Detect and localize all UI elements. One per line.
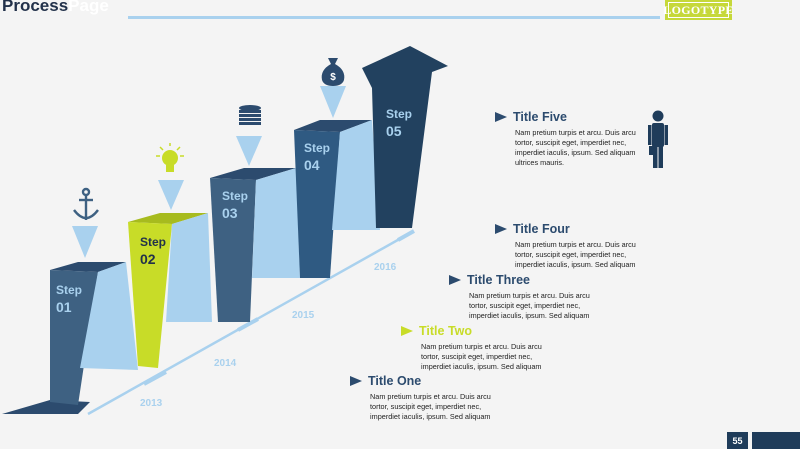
arrow-bullet-icon: [449, 275, 461, 285]
step-3-riser: [252, 168, 300, 278]
down-arrow-3: [236, 136, 262, 166]
logo: LOGOTYPE: [663, 0, 733, 20]
down-arrow-2: [158, 180, 184, 210]
item-description: Nam pretium turpis et arcu. Duis arcu to…: [515, 240, 636, 269]
coins-icon: [239, 105, 261, 125]
arrow-bullet-icon: [495, 112, 507, 122]
lightbulb-icon: [156, 143, 184, 172]
step-1-block: [50, 270, 98, 405]
step-4-riser: [332, 120, 380, 230]
item-title: Title Two: [419, 324, 473, 338]
step-4-block: [294, 130, 340, 278]
item-description: Nam pretium turpis et arcu. Duis arcu to…: [515, 128, 636, 167]
item-description: Nam pretium turpis et arcu. Duis arcu to…: [469, 291, 590, 320]
businessman-icon: [648, 110, 668, 168]
arrow-bullet-icon: [350, 376, 362, 386]
step-1-number: 01: [56, 299, 72, 315]
down-arrow-4: [320, 86, 346, 118]
down-arrow-1: [72, 226, 98, 258]
year-label: 2014: [214, 358, 237, 369]
step-1-riser: [80, 262, 138, 370]
item-title-one: Title One Nam pretium turpis et arcu. Du…: [350, 374, 510, 422]
item-title: Title Three: [467, 273, 530, 287]
step-4-number: 04: [304, 157, 320, 173]
item-description: Nam pretium turpis et arcu. Duis arcu to…: [370, 392, 491, 421]
year-label: 2013: [140, 398, 163, 409]
item-title: Title One: [368, 374, 422, 388]
step-3-number: 03: [222, 205, 238, 221]
anchor-icon: [73, 187, 99, 220]
timeline-tick: [237, 317, 259, 332]
item-title-three: Title Three Nam pretium turpis et arcu. …: [449, 273, 609, 321]
arrow-bullet-icon: [495, 224, 507, 234]
step-4-top: [294, 120, 372, 132]
page-title-light: Page: [68, 0, 109, 15]
page-title-dark: Process: [2, 0, 69, 15]
item-title-five: Title Five Nam pretium turpis et arcu. D…: [495, 110, 655, 168]
money-bag-icon: $: [321, 58, 345, 86]
page-title: ProcessPage: [2, 0, 109, 16]
year-label: 2015: [292, 310, 315, 321]
step-5-label: Step: [386, 107, 412, 121]
header-divider: [128, 16, 660, 19]
step-5-number: 05: [386, 123, 402, 139]
step-1-top: [50, 262, 126, 272]
step-3-block: [210, 178, 256, 322]
step-3-top: [210, 168, 296, 180]
page-number: 55: [727, 432, 748, 449]
timeline-tick: [397, 229, 415, 242]
step-2-block: [128, 222, 172, 368]
item-title: Title Five: [513, 110, 567, 124]
step-5-arrow: [362, 46, 448, 228]
money-bag-symbol: $: [330, 72, 336, 83]
step-1-label: Step: [56, 283, 82, 297]
step-3-label: Step: [222, 189, 248, 203]
step-2-top: [128, 213, 208, 224]
footer-bar: [752, 432, 800, 449]
item-title-two: Title Two Nam pretium turpis et arcu. Du…: [401, 324, 561, 372]
step-2-label: Step: [140, 235, 166, 249]
step-2-riser: [166, 213, 212, 322]
step-4-label: Step: [304, 141, 330, 155]
item-title: Title Four: [513, 222, 570, 236]
step-2-number: 02: [140, 251, 156, 267]
year-label: 2016: [374, 262, 397, 273]
timeline-tick: [143, 370, 167, 386]
item-description: Nam pretium turpis et arcu. Duis arcu to…: [421, 342, 542, 371]
arrow-bullet-icon: [401, 326, 413, 336]
item-title-four: Title Four Nam pretium turpis et arcu. D…: [495, 222, 655, 270]
